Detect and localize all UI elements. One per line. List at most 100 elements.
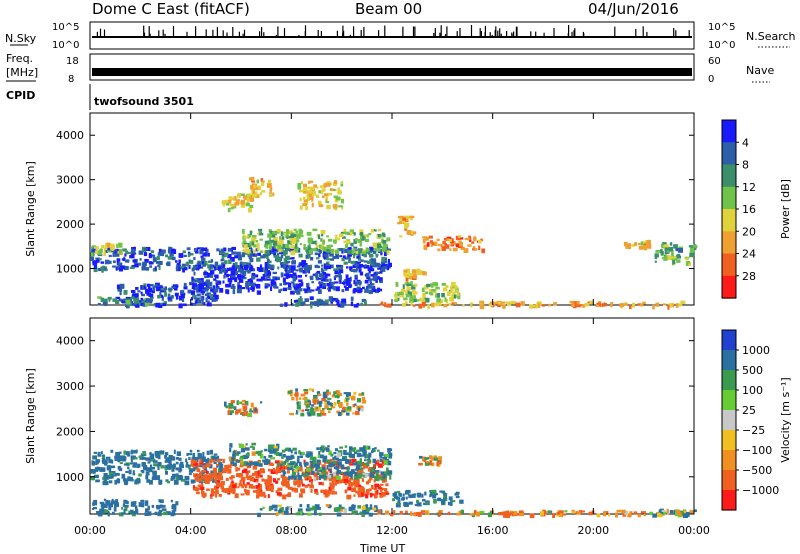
echo-cell (248, 255, 252, 260)
echo-cell (353, 239, 357, 244)
echo-cell (283, 510, 289, 515)
echo-cell (296, 459, 300, 464)
echo-cell (249, 278, 253, 282)
echo-cell (344, 445, 348, 448)
echo-cell (315, 463, 320, 469)
echo-cell (331, 461, 336, 467)
echo-cell (330, 281, 334, 287)
echo-cell (418, 303, 423, 309)
echo-cell (228, 456, 234, 462)
echo-cell (213, 292, 217, 295)
echo-cell (304, 288, 308, 294)
echo-cell (361, 462, 365, 467)
echo-cell (99, 258, 102, 261)
echo-cell (470, 304, 473, 308)
echo-cell (334, 181, 338, 184)
echo-cell (348, 247, 351, 250)
echo-cell (662, 303, 667, 306)
echo-cell (366, 265, 370, 269)
echo-cell (282, 277, 286, 283)
echo-cell (272, 467, 275, 472)
echo-cell (443, 497, 446, 500)
echo-cell (110, 243, 115, 248)
echo-cell (337, 265, 341, 270)
echo-cell (291, 260, 296, 265)
echo-cell (273, 251, 277, 256)
echo-cell (134, 479, 137, 485)
echo-cell (240, 456, 244, 461)
echo-cell (301, 260, 307, 264)
echo-cell (352, 404, 356, 408)
echo-cell (171, 285, 176, 289)
echo-cell (296, 247, 301, 253)
echo-cell (310, 303, 313, 309)
echo-cell (277, 487, 280, 492)
echo-cell (199, 458, 202, 463)
echo-cell (402, 284, 405, 289)
echo-cell (360, 487, 365, 493)
echo-cell (325, 471, 329, 475)
echo-cell (295, 269, 299, 272)
echo-cell (362, 472, 366, 475)
echo-cell (291, 461, 295, 465)
echo-cell (365, 489, 370, 493)
echo-cell (306, 282, 310, 287)
echo-cell (363, 300, 367, 305)
echo-cell (299, 197, 302, 202)
echo-cell (408, 501, 413, 505)
echo-cell (328, 410, 331, 413)
echo-cell (249, 204, 254, 208)
echo-cell (247, 193, 252, 197)
echo-cell (402, 217, 407, 221)
echo-cell (287, 390, 292, 394)
echo-cell (337, 394, 340, 399)
echo-cell (447, 501, 452, 506)
echo-cell (366, 234, 369, 238)
echo-cell (387, 258, 390, 263)
echo-cell (327, 407, 332, 411)
echo-cell (100, 261, 105, 264)
echo-cell (280, 254, 284, 259)
echo-cell (122, 478, 128, 482)
echo-cell (143, 286, 147, 289)
echo-cell (123, 508, 126, 514)
echo-cell (281, 449, 286, 453)
x-tick-label: 00:00 (74, 524, 106, 537)
echo-cell (223, 247, 227, 252)
echo-cell (406, 294, 410, 298)
echo-cell (149, 452, 152, 455)
echo-cell (119, 299, 124, 302)
echo-cell (259, 238, 263, 241)
colorbar-swatch (722, 231, 736, 255)
nave-tick-top: 60 (708, 56, 721, 67)
echo-cell (323, 476, 326, 481)
echo-cell (321, 466, 325, 470)
echo-cell (316, 406, 319, 409)
echo-cell (314, 490, 319, 494)
echo-cell (422, 456, 426, 461)
echo-cell (165, 452, 169, 456)
echo-cell (384, 453, 389, 458)
echo-cell (416, 492, 422, 497)
echo-cell (395, 497, 400, 500)
echo-cell (351, 458, 357, 464)
echo-cell (255, 283, 259, 287)
echo-cell (145, 289, 150, 294)
echo-cell (158, 265, 161, 270)
echo-cell (374, 490, 378, 495)
echo-cell (319, 299, 323, 304)
echo-cell (338, 233, 344, 238)
echo-cell (394, 292, 398, 295)
echo-cell (399, 215, 404, 221)
echo-cell (209, 449, 213, 455)
echo-cell (336, 264, 341, 267)
echo-cell (243, 461, 247, 466)
echo-cell (144, 512, 150, 516)
echo-cell (332, 204, 338, 209)
echo-cell (661, 251, 664, 254)
echo-cell (267, 233, 272, 238)
echo-cell (203, 260, 208, 266)
echo-cell (634, 242, 638, 246)
echo-cell (333, 466, 337, 469)
